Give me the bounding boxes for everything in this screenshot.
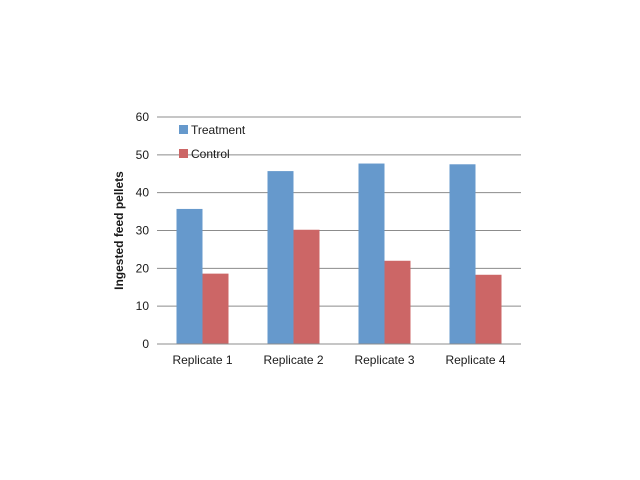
y-tick-label: 10 [136, 299, 150, 313]
bars [176, 163, 502, 344]
legend: Treatment Control [179, 123, 246, 161]
y-tick-label: 40 [136, 186, 150, 200]
bar-treatment-4 [449, 164, 476, 344]
bar-control-3 [384, 260, 411, 344]
x-axis-tick-labels: Replicate 1 Replicate 2 Replicate 3 Replica… [172, 353, 505, 367]
y-tick-label: 30 [136, 224, 150, 238]
y-tick-label: 20 [136, 261, 150, 275]
bar-control-2 [293, 229, 320, 344]
x-tick-label: Replicate 2 [263, 353, 323, 367]
y-tick-label: 60 [136, 110, 150, 124]
y-axis-tick-labels: 0 10 20 30 40 50 60 [136, 110, 150, 351]
y-tick-label: 0 [142, 337, 149, 351]
y-axis-label: Ingested feed pellets [112, 171, 126, 290]
x-tick-label: Replicate 1 [172, 353, 232, 367]
bar-control-4 [475, 274, 502, 344]
bar-control-1 [202, 273, 229, 344]
legend-swatch-control [179, 149, 188, 158]
bar-treatment-2 [267, 171, 294, 344]
x-tick-label: Replicate 3 [354, 353, 414, 367]
legend-label-treatment: Treatment [191, 123, 246, 137]
bar-treatment-3 [358, 163, 385, 344]
legend-label-control: Control [191, 147, 230, 161]
legend-swatch-treatment [179, 125, 188, 134]
y-tick-label: 50 [136, 148, 150, 162]
bar-treatment-1 [176, 208, 203, 344]
x-tick-label: Replicate 4 [445, 353, 505, 367]
